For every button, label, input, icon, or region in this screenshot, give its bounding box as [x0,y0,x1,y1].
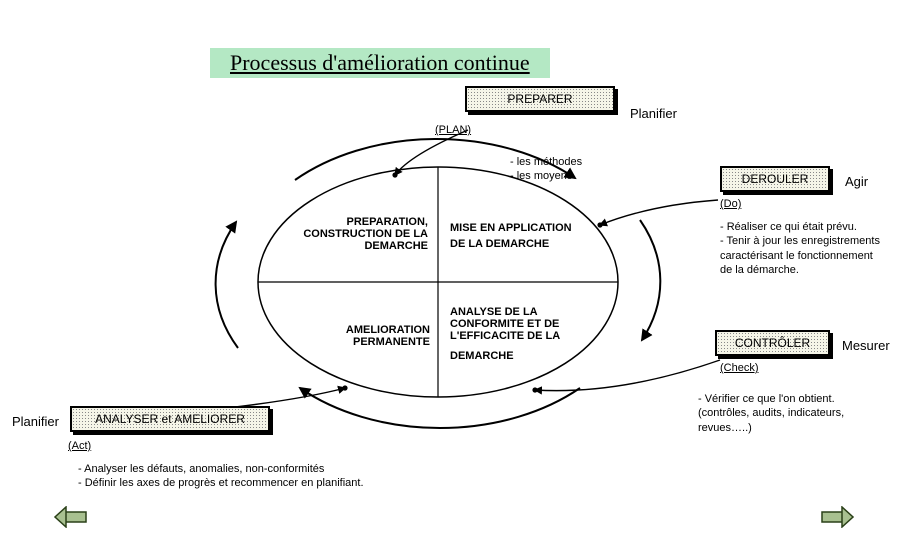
desc-do: - Réaliser ce qui était prévu. - Tenir à… [720,220,888,277]
page-title: Processus d'amélioration continue [210,48,550,78]
quad-bl-l2: PERMANENTE [290,336,430,348]
connector-check [535,360,720,391]
box-check: CONTRÔLER [715,330,830,356]
quad-br: ANALYSE DE LA CONFORMITE ET DE L'EFFICAC… [450,306,620,362]
desc-act: - Analyser les défauts, anomalies, non-c… [78,462,498,491]
pdca-ellipse [258,167,618,397]
sublabel-plan: (PLAN) [435,124,471,136]
quad-bl: AMELIORATION PERMANENTE [290,324,430,348]
nav-next-button[interactable] [820,506,854,528]
quad-br-l3: L'EFFICACITE DE LA [450,330,620,342]
phase-check: Mesurer [842,338,890,353]
quad-br-l1: ANALYSE DE LA [450,306,620,318]
quad-br-l4: DEMARCHE [450,350,620,362]
arc-right [640,220,660,340]
desc-plan-l2: - les moyens [510,169,582,183]
phase-do: Agir [845,174,868,189]
box-do: DEROULER [720,166,830,192]
quad-tl-l2: CONSTRUCTION DE LA [258,228,428,240]
quad-br-l2: CONFORMITE ET DE [450,318,620,330]
desc-plan-l1: - les méthodes [510,155,582,169]
sublabel-do: (Do) [720,198,741,210]
spacer [450,342,620,350]
arc-left [216,222,238,348]
quad-bl-l1: AMELIORATION [290,324,430,336]
box-plan: PREPARER [465,86,615,112]
desc-plan: - les méthodes - les moyens [510,155,582,184]
sublabel-check: (Check) [720,362,759,374]
arc-bottom [300,388,580,428]
phase-plan: Planifier [630,106,677,121]
nav-prev-button[interactable] [54,506,88,528]
desc-act-l2: - Définir les axes de progrès et recomme… [78,476,498,490]
desc-act-l1: - Analyser les défauts, anomalies, non-c… [78,462,498,476]
quad-tr-l1: MISE EN APPLICATION [450,222,620,234]
connector-plan [395,130,468,175]
quad-tl: PREPARATION, CONSTRUCTION DE LA DEMARCHE [258,216,428,252]
desc-check: - Vérifier ce que l'on obtient. (contrôl… [698,392,888,435]
sublabel-act: (Act) [68,440,91,452]
desc-do-l1: - Réaliser ce qui était prévu. [720,220,888,234]
desc-check-l2: (contrôles, audits, indicateurs, revues…… [698,406,888,435]
quad-tl-l3: DEMARCHE [258,240,428,252]
quad-tr-l2: DE LA DEMARCHE [450,238,620,250]
quad-tl-l1: PREPARATION, [258,216,428,228]
quad-tr: MISE EN APPLICATION DE LA DEMARCHE [450,222,620,250]
desc-do-l2: - Tenir à jour les enregistrements carac… [720,234,888,277]
desc-check-l1: - Vérifier ce que l'on obtient. [698,392,888,406]
phase-act: Planifier [12,414,59,429]
box-act: ANALYSER et AMELIORER [70,406,270,432]
